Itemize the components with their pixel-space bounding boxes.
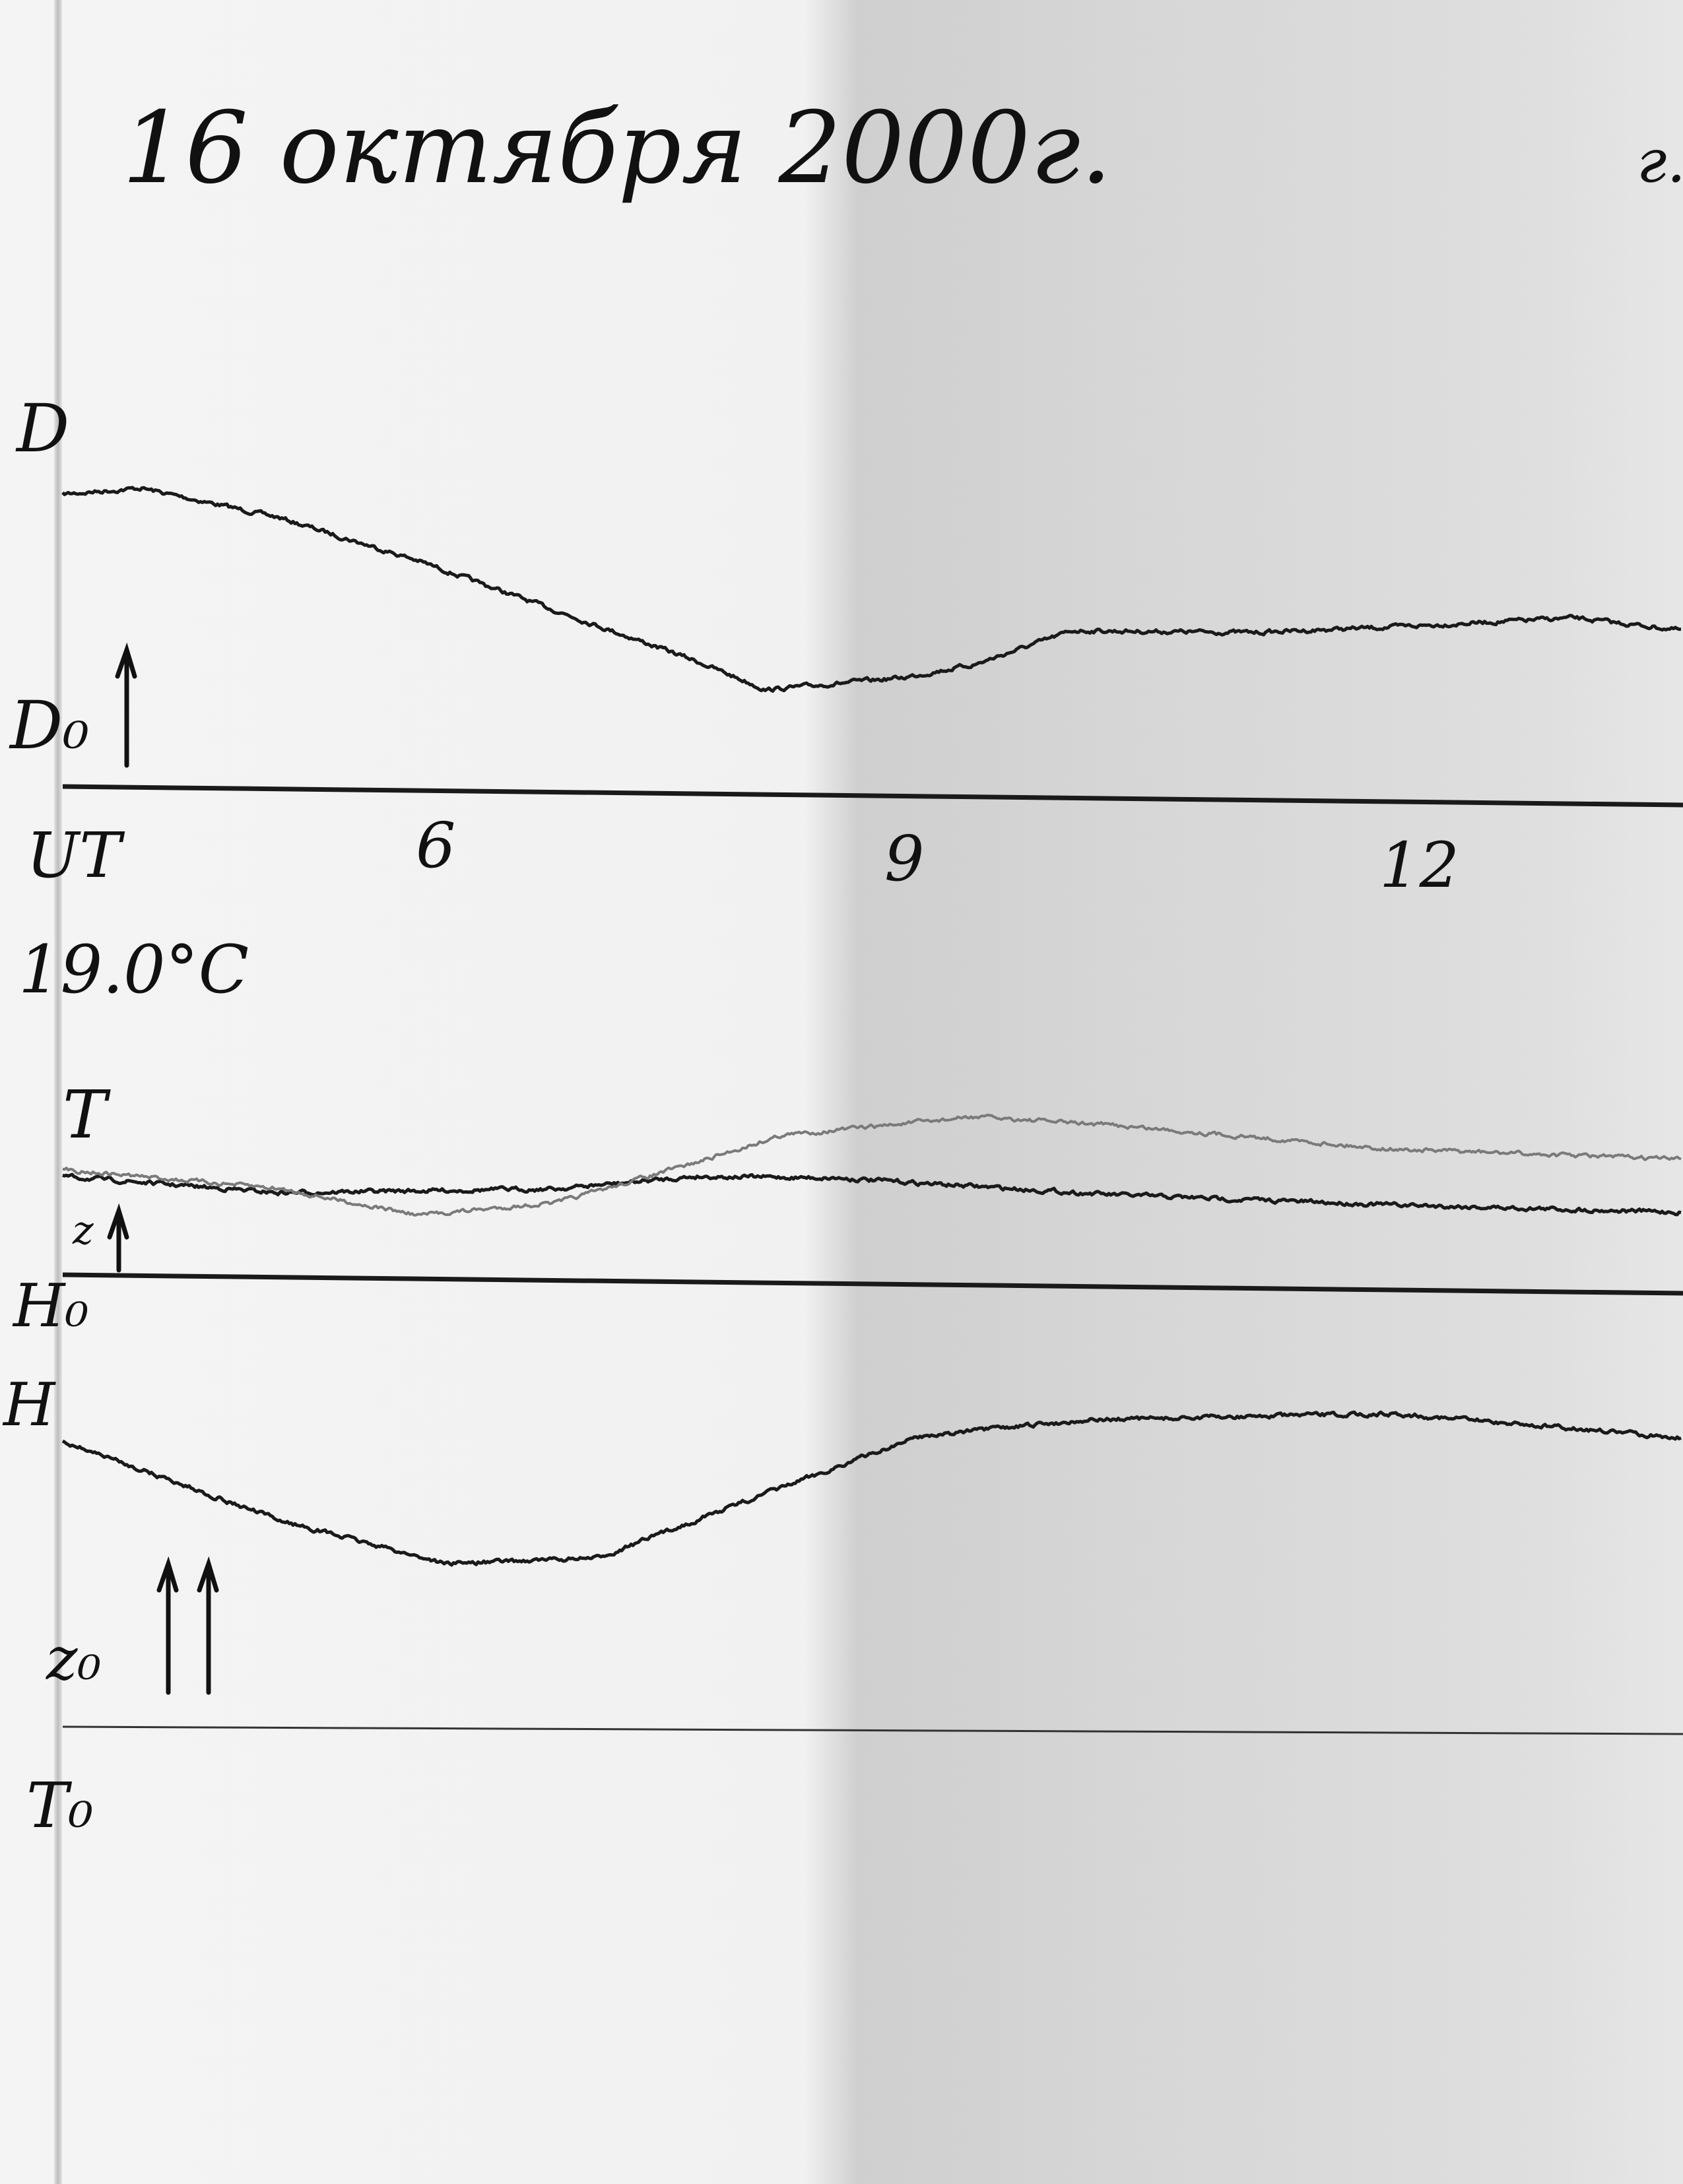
label-t0: T₀ — [26, 1770, 94, 1842]
label-z: z — [73, 1207, 94, 1254]
d-baseline — [62, 784, 1683, 808]
label-d0: D₀ — [10, 687, 90, 764]
label-ut: UT — [26, 819, 121, 892]
x-tick-12: 12 — [1379, 829, 1459, 902]
trace-t — [62, 1172, 1682, 1217]
trace-h — [61, 1410, 1682, 1567]
h-scale-arrow-icon-1 — [156, 1556, 179, 1695]
trace-d — [61, 486, 1682, 693]
corner-mark: г. — [1637, 127, 1683, 196]
label-t: T — [63, 1076, 107, 1153]
label-h: H — [3, 1370, 55, 1440]
chart-title: 16 октября 2000г. — [122, 91, 1112, 206]
z-scale-arrow-icon — [107, 1203, 129, 1273]
temperature-label: 19.0°C — [18, 931, 249, 1008]
label-d: D — [16, 390, 70, 467]
h-scale-arrow-icon-2 — [197, 1556, 219, 1695]
d-scale-arrow-icon — [115, 642, 137, 768]
t-baseline — [62, 1725, 1683, 1735]
paper-margin-line — [54, 0, 62, 2184]
trace-z — [62, 1113, 1682, 1217]
label-z0: z₀ — [46, 1624, 102, 1694]
x-tick-6: 6 — [416, 810, 456, 882]
label-h0: H₀ — [13, 1271, 89, 1341]
x-tick-9: 9 — [884, 823, 925, 895]
h-baseline — [62, 1272, 1683, 1296]
